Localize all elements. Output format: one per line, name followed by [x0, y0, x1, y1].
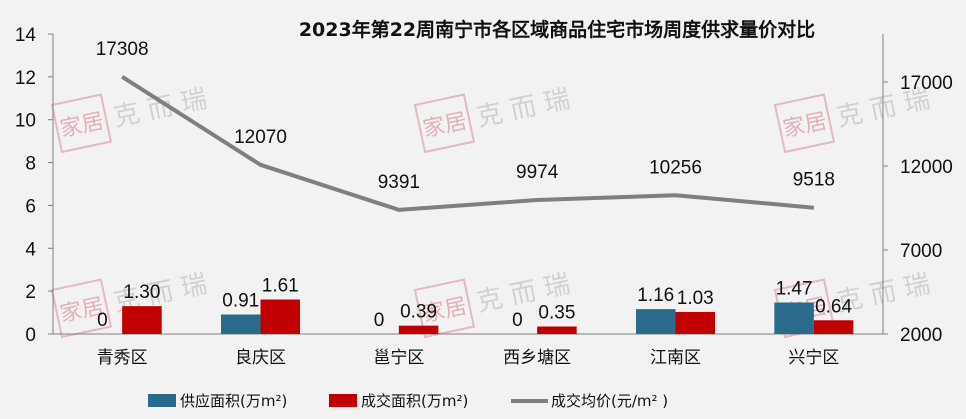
left-axis-tick: 6 [25, 196, 36, 217]
legend-deal-label: 成交面积(万m²) [361, 392, 468, 410]
right-axis-tick: 12000 [900, 157, 953, 178]
bar-series: 0 1.30 0.911.61 0 0.39 0 0.35 1.16 1.03 1.470.64 [97, 276, 854, 334]
category-label: 良庆区 [235, 348, 286, 368]
deal-value-label: 0.39 [400, 302, 437, 323]
price-value-label: 17308 [96, 39, 149, 60]
deal-bar [675, 311, 715, 334]
svg-text:克 而 瑞: 克 而 瑞 [474, 84, 573, 133]
category-label: 西乡塘区 [503, 348, 571, 368]
supply-bar [221, 314, 261, 334]
line-series: 17308 12070 9391 9974 10256 9518 [96, 39, 835, 212]
price-line [121, 75, 815, 212]
legend-supply-label: 供应面积(万m²) [180, 392, 287, 410]
supply-value-label: 0 [97, 310, 108, 331]
supply-bar [636, 309, 676, 334]
deal-value-label: 1.61 [262, 276, 299, 297]
left-axis-tick: 14 [15, 25, 37, 46]
supply-value-label: 1.16 [637, 285, 674, 306]
price-value-label: 12070 [234, 127, 287, 148]
deal-value-label: 1.03 [677, 288, 714, 309]
left-axis: 0 2 4 6 8 10 12 14 [15, 25, 883, 346]
watermark: 家居克 而 瑞 [413, 269, 573, 339]
chart-title: 2023年第22周南宁市各区域商品住宅市场周度供求量价对比 [299, 18, 815, 41]
price-value-label: 10256 [649, 157, 702, 178]
deal-bar [260, 299, 300, 334]
deal-bar [537, 326, 577, 334]
svg-text:克 而 瑞: 克 而 瑞 [111, 84, 210, 133]
category-label: 兴宁区 [788, 348, 839, 368]
left-axis-tick: 2 [25, 282, 36, 303]
right-axis: 2000 7000 12000 17000 [882, 34, 953, 346]
category-labels: 青秀区 良庆区 邕宁区 西乡塘区 江南区 兴宁区 [97, 348, 840, 368]
left-axis-tick: 12 [15, 68, 36, 89]
left-axis-tick: 8 [25, 154, 36, 175]
category-label: 江南区 [650, 348, 701, 368]
right-axis-tick: 7000 [900, 241, 942, 262]
category-label: 青秀区 [97, 348, 148, 368]
left-axis-tick: 4 [25, 239, 36, 260]
svg-text:家居: 家居 [421, 109, 469, 143]
supply-value-label: 0 [512, 310, 523, 331]
legend-price-label: 成交均价(元/m² ) [551, 392, 668, 410]
legend-deal-swatch [329, 394, 357, 407]
right-axis-tick: 2000 [900, 325, 942, 346]
svg-text:家居: 家居 [58, 109, 106, 143]
deal-value-label: 0.35 [538, 303, 575, 324]
deal-value-label: 0.64 [815, 296, 852, 317]
deal-value-label: 1.30 [123, 282, 160, 303]
deal-bar [398, 325, 439, 334]
left-axis-tick: 10 [15, 111, 36, 132]
deal-bar [122, 306, 162, 334]
watermark: 家居克 而 瑞 [413, 84, 573, 154]
right-axis-tick: 17000 [900, 73, 953, 94]
category-label: 邕宁区 [373, 348, 424, 368]
legend: 供应面积(万m²) 成交面积(万m²) 成交均价(元/m² ) [148, 392, 668, 410]
price-value-label: 9974 [516, 162, 559, 183]
supply-value-label: 0.91 [222, 291, 259, 312]
left-axis-tick: 0 [25, 325, 36, 346]
legend-supply-swatch [148, 394, 176, 407]
svg-text:家居: 家居 [781, 109, 829, 143]
supply-value-label: 0 [374, 310, 385, 331]
deal-bar [813, 320, 854, 334]
price-value-label: 9518 [793, 170, 835, 191]
supply-bar [774, 302, 814, 334]
supply-value-label: 1.47 [776, 279, 813, 300]
price-value-label: 9391 [378, 172, 420, 193]
